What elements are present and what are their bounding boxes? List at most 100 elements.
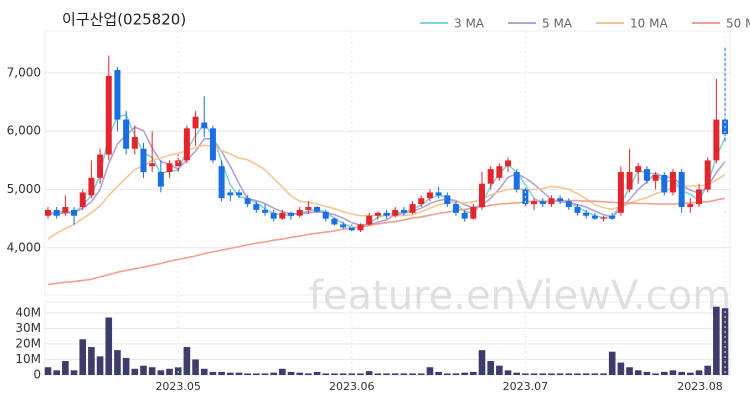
volume-bar <box>617 362 625 375</box>
candle-body <box>97 154 104 178</box>
volume-bar <box>608 351 616 375</box>
candle-body <box>262 209 268 213</box>
candle-body <box>574 207 581 213</box>
y-tick-label: 6,000 <box>7 124 41 138</box>
volume-bar <box>235 372 243 375</box>
volume-bar <box>548 373 555 375</box>
volume-bar <box>556 373 564 375</box>
volume-bar <box>695 370 703 375</box>
candle-body <box>513 172 520 190</box>
volume-bar <box>183 347 191 375</box>
volume-bar <box>44 367 52 375</box>
candle-body <box>123 119 130 149</box>
legend-label: 5 MA <box>542 17 573 31</box>
candle-body <box>340 224 347 228</box>
candle-body <box>296 209 303 216</box>
x-tick-label: 2023.07 <box>503 380 549 393</box>
candle-body <box>444 195 451 205</box>
volume-bar <box>678 371 685 375</box>
volume-bar <box>504 370 512 375</box>
y-tick-label: 4,000 <box>7 240 41 254</box>
candle-body <box>45 209 51 216</box>
legend-label: 50 MA <box>726 17 750 31</box>
candle-body <box>600 217 607 219</box>
candle-body <box>470 207 477 219</box>
volume-bar <box>218 371 225 375</box>
volume-bar <box>626 367 633 375</box>
x-tick-label: 2023.06 <box>329 380 375 393</box>
volume-bar <box>600 373 607 375</box>
volume-bar <box>669 370 677 375</box>
volume-bar <box>192 359 199 375</box>
volume-bar <box>435 371 442 375</box>
y-tick-label: 5,000 <box>7 182 41 196</box>
candle-body <box>452 204 459 213</box>
volume-bar <box>513 372 521 375</box>
candle-body <box>331 218 338 225</box>
candle-body <box>531 201 538 205</box>
volume-bar <box>96 356 104 375</box>
volume-bar <box>148 367 156 375</box>
volume-bar <box>339 373 347 375</box>
candle-body <box>652 174 659 181</box>
volume-bar <box>643 371 651 375</box>
volume-bar <box>443 373 451 375</box>
y-tick-label: 0 <box>33 368 41 382</box>
volume-bar <box>496 365 503 375</box>
candle-body <box>687 204 694 207</box>
candle-body <box>435 192 442 196</box>
volume-bar <box>565 373 573 375</box>
volume-bar <box>313 371 321 375</box>
candle-body <box>288 212 295 216</box>
candle-body <box>479 183 485 207</box>
volume-bar <box>348 373 356 375</box>
volume-bar <box>209 371 217 375</box>
legend-label: 10 MA <box>630 17 668 31</box>
volume-bar <box>287 371 295 375</box>
candle-body <box>539 201 546 205</box>
volume-bar <box>62 361 69 375</box>
candle-body <box>678 172 685 207</box>
candle-body <box>253 204 260 210</box>
candle-body <box>617 172 624 213</box>
candle-body <box>235 192 242 196</box>
volume-bar <box>270 372 277 375</box>
ma-line <box>47 197 726 286</box>
volume-bar <box>687 372 694 375</box>
volume-bar <box>713 306 720 375</box>
candle-body <box>140 148 147 173</box>
candle-body <box>201 122 208 129</box>
y-tick-label: 20M <box>15 336 41 350</box>
chart-title: 이구산업(025820) <box>62 11 186 29</box>
candle-body <box>505 160 512 167</box>
candle-body <box>88 177 95 196</box>
candle-body <box>322 211 329 219</box>
candle-body <box>53 209 60 216</box>
candle-body <box>409 204 416 213</box>
candle-body <box>314 207 321 212</box>
volume-bar <box>461 372 468 375</box>
watermark: feature.enViewV.com <box>309 273 731 319</box>
volume-bar <box>114 350 121 375</box>
candle-body <box>227 192 234 196</box>
candle-body <box>591 215 598 219</box>
volume-bar <box>591 373 599 375</box>
candle-body <box>305 207 312 210</box>
volume-bar <box>244 373 251 375</box>
volume-bar <box>131 368 139 375</box>
candle-body <box>626 172 633 190</box>
volume-bar <box>478 350 486 375</box>
volume-bar <box>88 347 95 375</box>
volume-bar <box>53 370 60 375</box>
candle-body <box>79 192 86 207</box>
candle-body <box>166 163 173 173</box>
volume-bar <box>634 370 642 375</box>
candle-body <box>487 169 494 184</box>
volume-bar <box>140 365 147 375</box>
candle-body <box>696 189 702 205</box>
candle-body <box>114 70 121 120</box>
volume-bar <box>539 373 547 375</box>
candle-body <box>62 207 69 213</box>
candle-body <box>71 209 78 216</box>
volume-bar <box>426 367 434 375</box>
